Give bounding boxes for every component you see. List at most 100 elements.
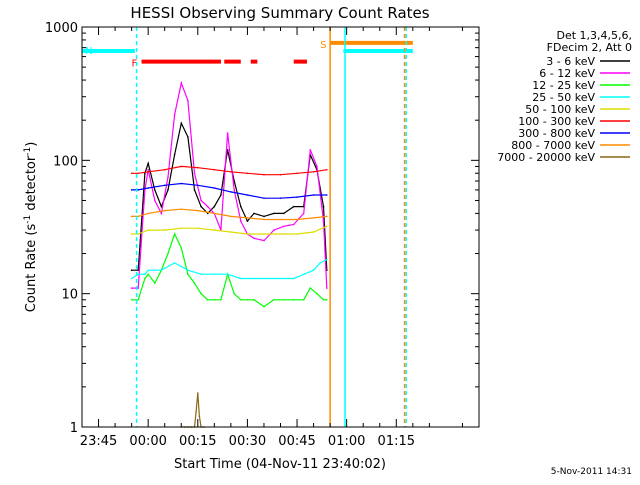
series-1-point [167,189,169,191]
series-6-point [230,171,232,173]
legend-label: 800 - 7000 keV [511,139,595,152]
series-7-point [279,197,282,199]
x-tick-label: 01:15 [378,434,415,449]
flag-bars: F N S [82,40,413,70]
series-line-9 [181,392,205,428]
series-2-point [180,82,183,84]
series-3-point [302,299,305,301]
series-3-point [273,299,275,301]
series-7-point [130,189,133,191]
series-3-point [309,287,312,289]
series-4-point [213,273,216,276]
series-1-point [213,205,216,208]
series-1-point [160,205,163,208]
series-2-point [137,287,139,289]
series-3-point [193,282,196,284]
series-3-point [206,299,209,301]
series-2-point [233,189,235,191]
series-2-point [263,239,265,242]
series-1-point [180,122,183,124]
series-2-point [302,212,305,215]
legend-label: 6 - 12 keV [539,67,595,80]
y-tick-label: 1000 [45,21,78,36]
mode-lines [135,27,407,427]
series-2-point [283,225,285,228]
series-2-point [160,212,163,215]
series-3-point [130,299,133,301]
series-5-point [163,229,166,231]
series-2-point [154,199,156,202]
series-7-point [147,187,149,189]
series-8-point [180,208,183,210]
series-2-point [206,205,209,208]
series-1-point [263,215,265,218]
legend-header-line-2: FDecim 2, Att 0 [546,41,632,54]
series-8-point [147,212,149,215]
x-axis-label: Start Time (04-Nov-11 23:40:02) [174,457,386,472]
series-1-point [187,136,189,138]
x-tick-label: 23:45 [80,434,117,449]
series-3-point [240,299,242,301]
series-9-point [197,392,199,394]
series-1-point [154,189,156,191]
series-3-point [326,299,328,301]
series-6-point [312,171,315,173]
series-4-point [326,258,328,261]
series-1-point [273,212,275,215]
series-7-point [230,191,232,193]
series-1-point [246,220,249,222]
series-8-point [263,218,265,221]
y-label-part-3: ) [24,142,39,147]
series-line-5 [131,225,328,235]
series-2-point [322,220,325,222]
series-1-point [322,205,325,208]
series-3-point [263,305,265,308]
legend-label: 12 - 25 keV [532,79,595,92]
series-6-point [163,168,166,171]
series-4-point [160,269,163,272]
series-6-point [137,172,139,175]
series-6-point [326,168,328,171]
legend-label: 50 - 100 keV [525,103,595,116]
series-4-point [292,277,295,280]
series-8-point [197,209,199,212]
series-4-point [144,273,146,276]
axes: 23:45 00:00 00:15 00:30 00:45 01:00 01:15 1 10 10… [45,21,480,449]
series-2-point [326,287,328,289]
series-4-point [137,273,139,276]
series-3-point [137,299,139,301]
series-3-point [213,299,216,301]
series-line-8 [131,208,327,221]
series-5-point [213,229,216,231]
series-1-point [200,205,202,208]
series-1-point [137,269,139,272]
series-6-point [246,172,249,175]
series-1-point [130,269,133,272]
series-5-point [296,233,298,235]
series-7-point [197,184,199,187]
series-1-point [220,194,222,196]
series-5-point [130,233,133,235]
series-2-point [226,132,229,134]
series-5-point [263,233,265,235]
series-8-point [326,215,328,218]
series-4-point [200,273,202,276]
series-5-point [326,225,328,228]
legend-header-line-1: Det 1,3,4,5,6, [556,29,632,42]
y-label-sup-2: -1 [23,147,33,156]
series-8-point [213,212,216,215]
series-6-point [296,172,298,175]
series-4-point [147,269,149,272]
x-tick-label: 00:15 [179,434,216,449]
series-8-point [246,217,249,219]
series-4-point [312,269,315,272]
series-5-point [197,227,199,229]
series-8-point [312,217,315,219]
series-7-point [263,197,265,199]
series-2-point [200,199,202,202]
series-2-point [240,220,242,222]
flag-label-n: N [85,46,92,57]
